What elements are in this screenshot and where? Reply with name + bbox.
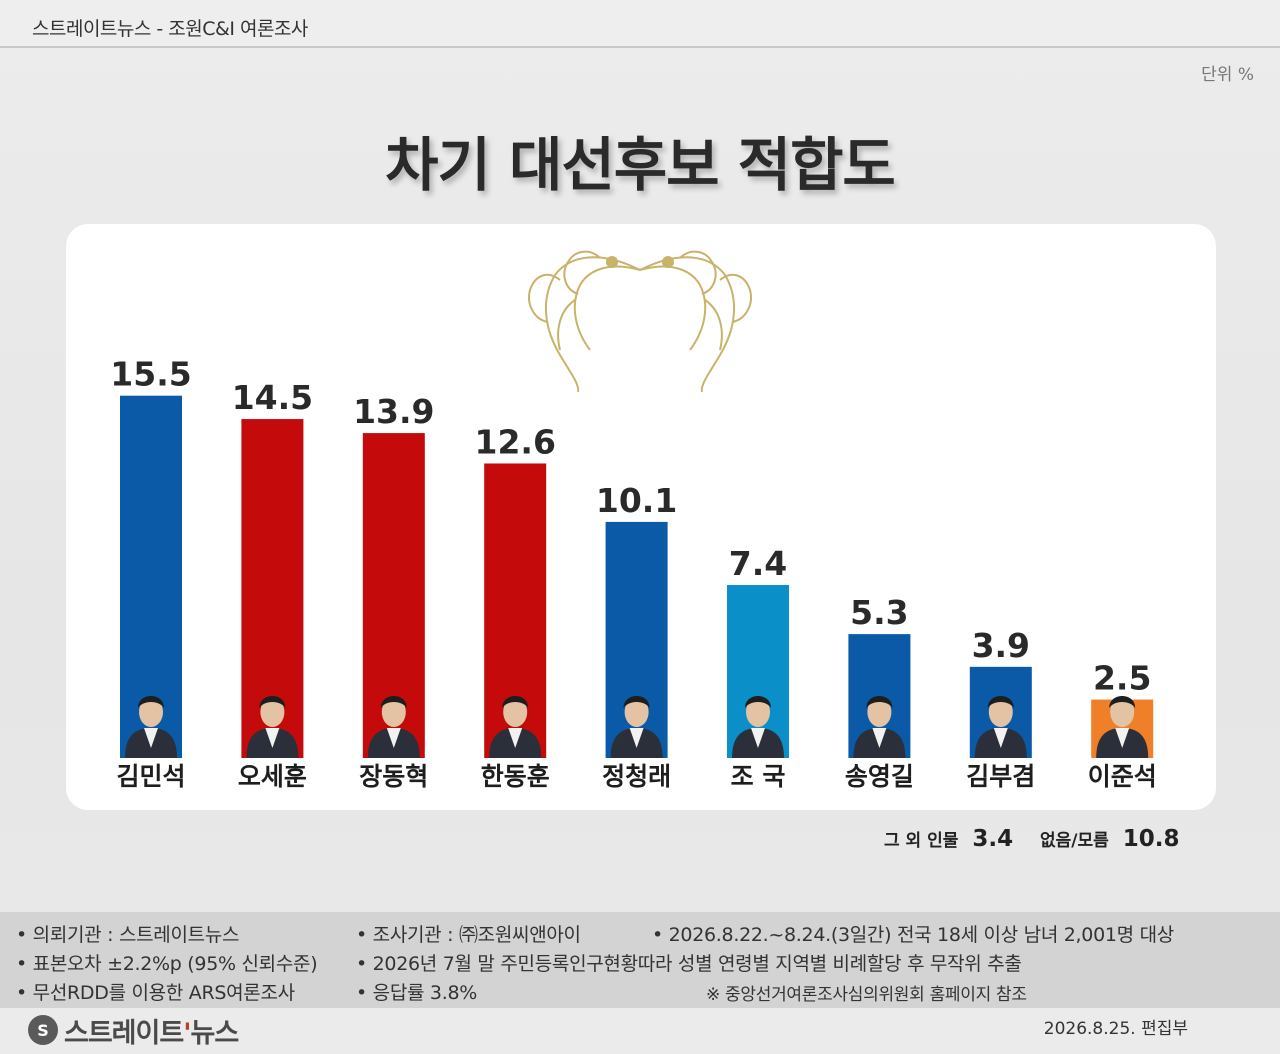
avatar-head-icon <box>260 697 285 727</box>
avatar-hair-icon <box>623 696 650 708</box>
avatar-head-icon <box>1110 697 1135 727</box>
survey-notes <box>0 912 1280 1008</box>
avatar-shirt-icon <box>508 728 523 748</box>
note-reference: ※ 중앙선거여론조사심의위원회 홈페이지 참조 <box>706 985 1027 1005</box>
avatar-head-icon <box>746 697 770 727</box>
none-label: 없음/모름 <box>1040 831 1109 851</box>
bottom-bar <box>0 1008 1280 1054</box>
source-title: 스트레이트뉴스 - 조원C&I 여론조사 <box>32 18 308 40</box>
unit-label: 단위 % <box>1201 65 1254 85</box>
avatar-shirt-icon <box>1115 728 1130 748</box>
avatar-hair-icon <box>1109 696 1136 708</box>
note-response: • 응답률 3.8% <box>356 982 477 1004</box>
avatar-shirt-icon <box>386 728 401 748</box>
avatar-shirt-icon <box>751 728 765 748</box>
category-label: 김부겸 <box>966 762 1035 791</box>
logo: S 스트레이트'뉴스 <box>28 1012 239 1049</box>
bar-chart: 15.5 김민석 14.5 오세훈 13.9 장동혁 12.6 한동훈 10.1 정청래 7.4 조 … <box>110 250 1157 791</box>
value-label: 5.3 <box>850 593 908 632</box>
avatar-hair-icon <box>866 696 893 708</box>
chart-title: 차기 대선후보 적합도 <box>385 131 896 199</box>
none-summary: 없음/모름 10.8 <box>1040 826 1180 852</box>
logo-mark-icon: S <box>28 1015 58 1045</box>
others-summary: 그 외 인물 3.4 <box>884 826 1013 852</box>
top-bar: 스트레이트뉴스 - 조원C&I 여론조사 <box>0 0 1280 48</box>
avatar-shirt-icon <box>265 728 280 748</box>
category-label: 송영길 <box>845 762 914 791</box>
avatar-head-icon <box>381 697 406 727</box>
others-value: 3.4 <box>972 826 1014 852</box>
avatar-shirt-icon <box>872 728 887 748</box>
avatar-hair-icon <box>259 696 286 708</box>
value-label: 7.4 <box>729 544 787 583</box>
category-label: 장동혁 <box>359 762 428 791</box>
value-label: 3.9 <box>972 626 1030 665</box>
value-label: 15.5 <box>110 355 191 394</box>
avatar-shirt-icon <box>629 728 644 748</box>
value-label: 2.5 <box>1093 659 1151 698</box>
publish-date: 2026.8.25. 편집부 <box>1043 1019 1188 1039</box>
avatar-hair-icon <box>502 696 529 708</box>
avatar-hair-icon <box>987 696 1014 708</box>
category-label: 오세훈 <box>238 762 307 791</box>
avatar-head-icon <box>988 697 1013 727</box>
none-value: 10.8 <box>1122 826 1180 852</box>
avatar-hair-icon <box>745 696 771 708</box>
value-label: 10.1 <box>596 481 677 520</box>
avatar-hair-icon <box>138 696 164 708</box>
avatar-hair-icon <box>380 696 407 708</box>
category-label: 이준석 <box>1088 762 1157 791</box>
note-period: • 2026.8.22.~8.24.(3일간) 전국 18세 이상 남녀 2,0… <box>652 924 1174 946</box>
avatar-head-icon <box>503 697 528 727</box>
avatar-head-icon <box>624 697 649 727</box>
category-label: 조 국 <box>731 762 786 791</box>
value-label: 14.5 <box>232 378 313 417</box>
avatar-shirt-icon <box>144 728 158 748</box>
note-agency: • 조사기관 : ㈜조원씨앤아이 <box>356 924 581 946</box>
value-label: 12.6 <box>474 422 555 461</box>
others-label: 그 외 인물 <box>884 831 959 851</box>
note-sampling: • 2026년 7월 말 주민등록인구현황따라 성별 연령별 지역별 비례할당 … <box>356 953 1022 975</box>
phoenix-ornament-icon <box>528 250 752 393</box>
category-label: 김민석 <box>116 762 185 791</box>
value-label: 13.9 <box>353 392 434 431</box>
logo-text: 스트레이트'뉴스 <box>64 1017 239 1049</box>
note-method: • 무선RDD를 이용한 ARS여론조사 <box>16 982 295 1004</box>
avatar-shirt-icon <box>993 728 1008 748</box>
note-error: • 표본오차 ±2.2%p (95% 신뢰수준) <box>16 953 318 975</box>
category-label: 한동훈 <box>481 762 550 791</box>
category-label: 정청래 <box>602 762 671 791</box>
avatar-head-icon <box>867 697 892 727</box>
note-client: • 의뢰기관 : 스트레이트뉴스 <box>16 924 240 946</box>
avatar-head-icon <box>139 697 163 727</box>
